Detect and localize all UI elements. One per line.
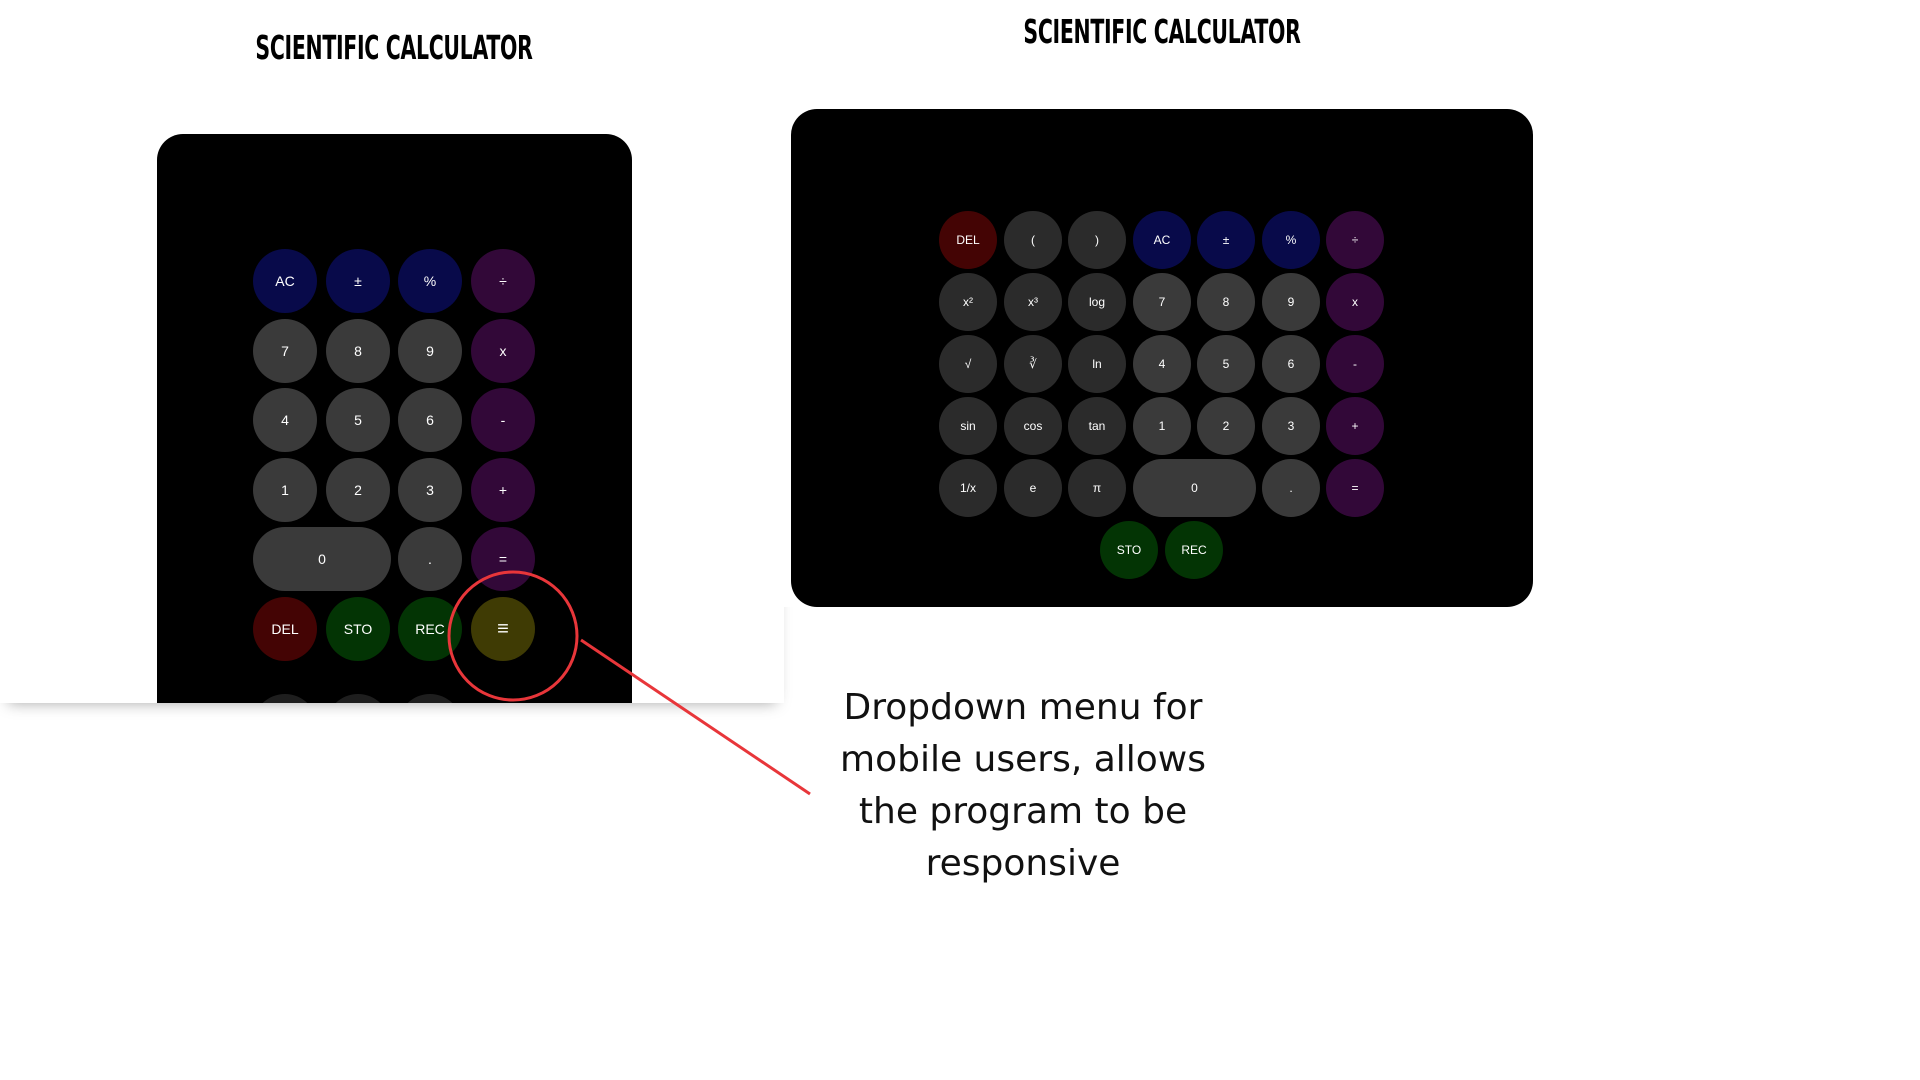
decimal-button[interactable]: . bbox=[1262, 459, 1320, 517]
plus-minus-button[interactable]: ± bbox=[326, 249, 390, 313]
calculator-body: AC ± % ÷ 7 8 9 x 4 5 6 - 1 2 3 + 0 . = D… bbox=[157, 134, 632, 703]
decimal-button[interactable]: . bbox=[398, 527, 462, 591]
digit-8-button[interactable]: 8 bbox=[1197, 273, 1255, 331]
digit-1-button[interactable]: 1 bbox=[1133, 397, 1191, 455]
digit-8-button[interactable]: 8 bbox=[326, 319, 390, 383]
cut-off-button bbox=[398, 694, 462, 703]
divide-button[interactable]: ÷ bbox=[471, 249, 535, 313]
tan-button[interactable]: tan bbox=[1068, 397, 1126, 455]
digit-3-button[interactable]: 3 bbox=[398, 458, 462, 522]
recall-button[interactable]: REC bbox=[1165, 521, 1223, 579]
cube-root-button[interactable]: ∛ bbox=[1004, 335, 1062, 393]
calculator-body: DEL ( ) AC ± % ÷ x² x³ log 7 8 9 x √ ∛ l… bbox=[791, 109, 1533, 607]
pi-button[interactable]: π bbox=[1068, 459, 1126, 517]
digit-7-button[interactable]: 7 bbox=[253, 319, 317, 383]
subtract-button[interactable]: - bbox=[471, 388, 535, 452]
digit-4-button[interactable]: 4 bbox=[253, 388, 317, 452]
digit-0-button[interactable]: 0 bbox=[1133, 459, 1256, 517]
divide-button[interactable]: ÷ bbox=[1326, 211, 1384, 269]
digit-2-button[interactable]: 2 bbox=[326, 458, 390, 522]
annotation-text: Dropdown menu for mobile users, allows t… bbox=[840, 687, 1206, 884]
ac-button[interactable]: AC bbox=[1133, 211, 1191, 269]
cut-off-button bbox=[253, 694, 317, 703]
multiply-button[interactable]: x bbox=[1326, 273, 1384, 331]
percent-button[interactable]: % bbox=[398, 249, 462, 313]
sin-button[interactable]: sin bbox=[939, 397, 997, 455]
digit-6-button[interactable]: 6 bbox=[1262, 335, 1320, 393]
plus-minus-button[interactable]: ± bbox=[1197, 211, 1255, 269]
digit-5-button[interactable]: 5 bbox=[326, 388, 390, 452]
digit-9-button[interactable]: 9 bbox=[1262, 273, 1320, 331]
digit-5-button[interactable]: 5 bbox=[1197, 335, 1255, 393]
cut-off-button bbox=[326, 694, 390, 703]
store-button[interactable]: STO bbox=[326, 597, 390, 661]
store-button[interactable]: STO bbox=[1100, 521, 1158, 579]
digit-7-button[interactable]: 7 bbox=[1133, 273, 1191, 331]
add-button[interactable]: + bbox=[1326, 397, 1384, 455]
square-root-button[interactable]: √ bbox=[939, 335, 997, 393]
digit-2-button[interactable]: 2 bbox=[1197, 397, 1255, 455]
digit-4-button[interactable]: 4 bbox=[1133, 335, 1191, 393]
cos-button[interactable]: cos bbox=[1004, 397, 1062, 455]
digit-9-button[interactable]: 9 bbox=[398, 319, 462, 383]
log-button[interactable]: log bbox=[1068, 273, 1126, 331]
digit-0-button[interactable]: 0 bbox=[253, 527, 391, 591]
add-button[interactable]: + bbox=[471, 458, 535, 522]
digit-6-button[interactable]: 6 bbox=[398, 388, 462, 452]
delete-button[interactable]: DEL bbox=[939, 211, 997, 269]
cube-button[interactable]: x³ bbox=[1004, 273, 1062, 331]
equals-button[interactable]: = bbox=[1326, 459, 1384, 517]
ln-button[interactable]: ln bbox=[1068, 335, 1126, 393]
digit-3-button[interactable]: 3 bbox=[1262, 397, 1320, 455]
square-button[interactable]: x² bbox=[939, 273, 997, 331]
multiply-button[interactable]: x bbox=[471, 319, 535, 383]
delete-button[interactable]: DEL bbox=[253, 597, 317, 661]
percent-button[interactable]: % bbox=[1262, 211, 1320, 269]
open-paren-button[interactable]: ( bbox=[1004, 211, 1062, 269]
euler-button[interactable]: e bbox=[1004, 459, 1062, 517]
close-paren-button[interactable]: ) bbox=[1068, 211, 1126, 269]
ac-button[interactable]: AC bbox=[253, 249, 317, 313]
equals-button[interactable]: = bbox=[471, 527, 535, 591]
reciprocal-button[interactable]: 1/x bbox=[939, 459, 997, 517]
dropdown-menu-button[interactable]: ≡ bbox=[471, 597, 535, 661]
desktop-view-screenshot: SCIENTIFIC CALCULATOR DEL ( ) AC ± % ÷ x… bbox=[770, 0, 1568, 607]
subtract-button[interactable]: - bbox=[1326, 335, 1384, 393]
mobile-view-screenshot: SCIENTIFIC CALCULATOR AC ± % ÷ 7 8 9 x 4… bbox=[0, 0, 784, 703]
recall-button[interactable]: REC bbox=[398, 597, 462, 661]
digit-1-button[interactable]: 1 bbox=[253, 458, 317, 522]
